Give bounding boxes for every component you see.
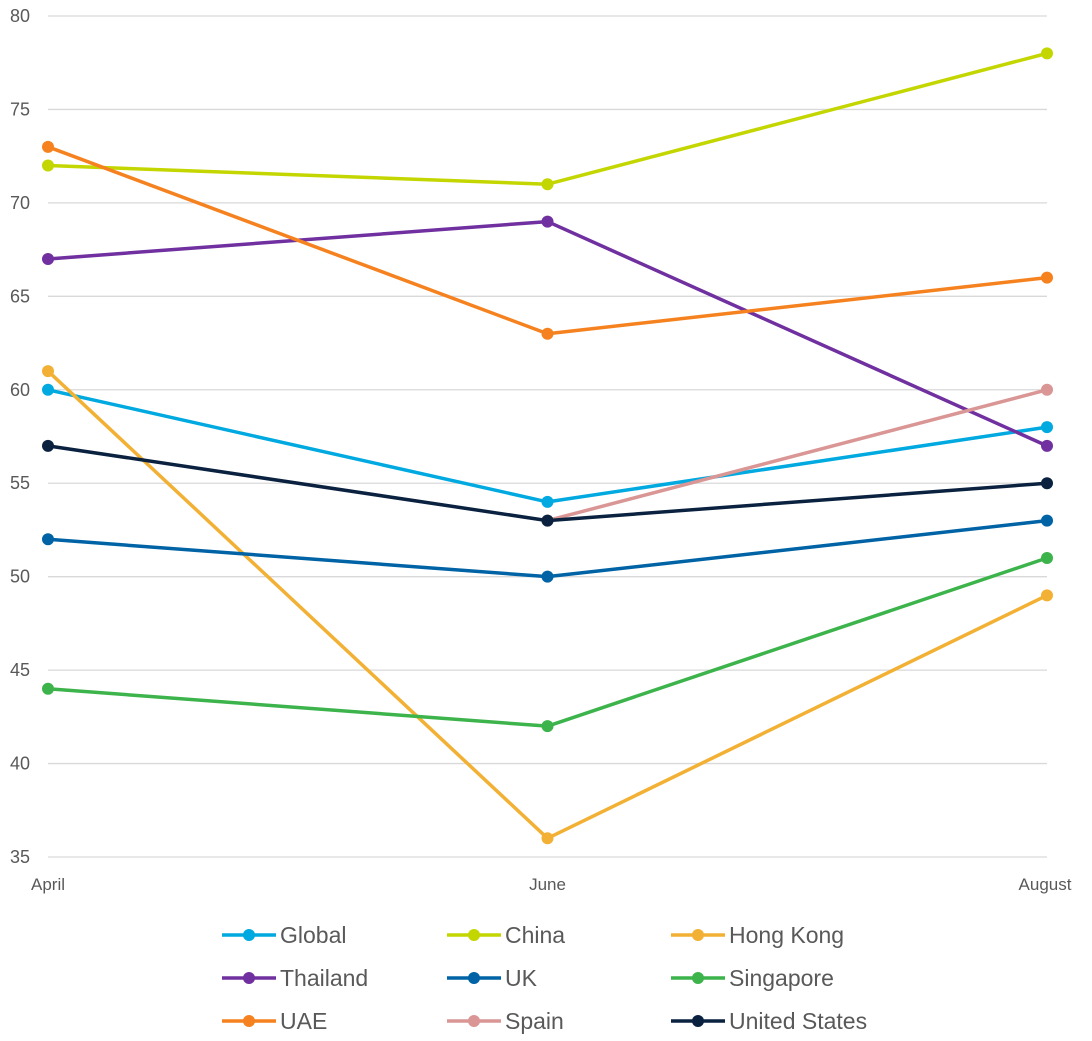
legend-label: United States [729,1008,867,1034]
data-point [541,327,554,340]
data-point [1041,271,1053,284]
data-point [541,215,554,228]
series-line [46,556,1049,728]
data-point [1041,477,1053,490]
data-point [42,383,54,396]
data-point [42,365,54,378]
series-global [42,383,1053,508]
y-tick-label: 70 [10,193,30,213]
series-spain [541,383,1053,527]
y-tick-label: 50 [10,567,30,587]
y-tick-label: 55 [10,473,30,493]
legend-label: Thailand [280,965,368,991]
series-line [46,145,1049,336]
data-point [541,178,554,191]
data-point [42,439,54,452]
legend-point-marker [243,972,255,984]
gridlines [48,15,1047,858]
y-tick-label: 40 [10,754,30,774]
legend-item: China [447,922,565,948]
legend-label: Singapore [729,965,834,991]
legend-item: United States [671,1008,867,1034]
legend-item: Hong Kong [671,922,844,948]
legend-label: China [505,922,565,948]
legend-point-marker [243,929,255,941]
y-tick-label: 80 [10,6,30,26]
series-united-states [42,439,1053,527]
legend-label: Hong Kong [729,922,844,948]
data-point [1041,47,1053,60]
series-line [545,388,1049,523]
legend-item: Singapore [671,965,834,991]
legend-item: UK [447,965,538,991]
series-lines [42,47,1053,845]
legend-point-marker [468,1015,480,1027]
series-line [46,51,1049,186]
data-point [541,495,554,508]
legend-item: Global [222,922,346,948]
data-point [1041,421,1053,434]
legend-item: UAE [222,1008,327,1034]
data-point [42,252,54,265]
data-point [1041,514,1053,527]
y-tick-label: 35 [10,847,30,867]
legend-label: UAE [280,1008,327,1034]
legend-label: Global [280,922,346,948]
legend: Global China Hong Kong Thailand UK Singapore U… [222,922,867,1034]
y-tick-label: 45 [10,660,30,680]
x-tick-label: April [31,875,65,894]
series-line [46,518,1049,579]
series-china [42,47,1053,191]
series-thailand [42,215,1053,452]
legend-point-marker [243,1015,255,1027]
series-singapore [42,551,1053,733]
data-point [541,832,554,845]
x-axis-category-labels: April June August [31,875,1072,894]
y-axis-tick-labels: 35 40 45 50 55 60 65 70 75 80 [10,6,30,867]
data-point [42,140,54,153]
y-tick-label: 75 [10,99,30,119]
legend-label: Spain [505,1008,564,1034]
series-hong-kong [42,365,1053,845]
y-tick-label: 60 [10,380,30,400]
legend-point-marker [692,1015,704,1027]
y-tick-label: 65 [10,286,30,306]
legend-point-marker [692,929,704,941]
x-tick-label: August [1019,875,1072,894]
data-point [1041,589,1053,602]
legend-point-marker [468,972,480,984]
data-point [42,533,54,546]
series-line [46,388,1049,504]
x-tick-label: June [529,875,566,894]
legend-point-marker [468,929,480,941]
series-uk [42,514,1053,583]
data-point [42,682,54,695]
data-point [541,570,554,583]
legend-item: Spain [447,1008,564,1034]
legend-label: UK [505,965,538,991]
legend-item: Thailand [222,965,368,991]
data-point [1041,551,1053,564]
data-point [541,514,554,527]
legend-point-marker [692,972,704,984]
data-point [541,720,554,733]
data-point [1041,383,1053,396]
data-point [42,159,54,172]
series-line [46,369,1049,841]
data-point [1041,439,1053,452]
series-uae [42,140,1053,340]
